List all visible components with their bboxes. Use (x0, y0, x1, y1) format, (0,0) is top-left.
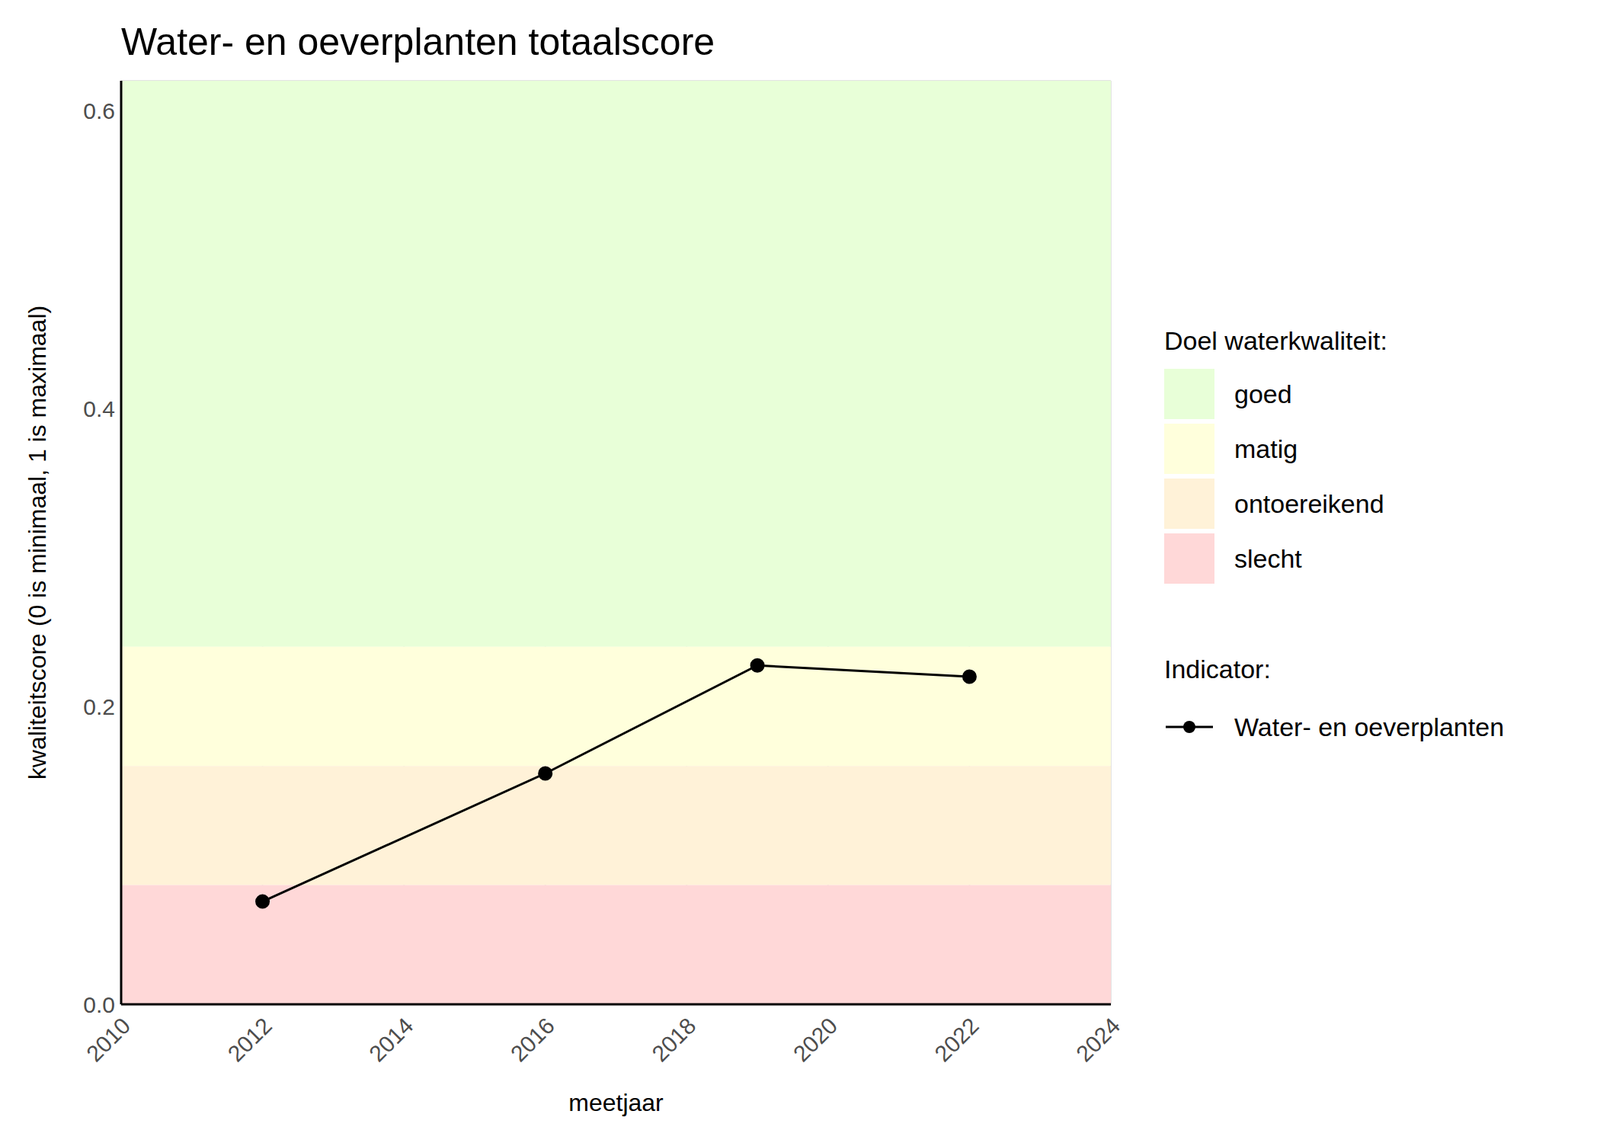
svg-text:2018: 2018 (646, 1012, 701, 1067)
html-text:Indicator:: Indicator: (1164, 654, 1271, 684)
svg-text:2012: 2012 (222, 1012, 277, 1067)
svg-text:0.4: 0.4 (83, 396, 116, 422)
html-text:Water- en oeverplanten: Water- en oeverplanten (1234, 712, 1504, 741)
svg-text:2024: 2024 (1071, 1012, 1126, 1067)
html-text:goed: goed (1234, 379, 1292, 408)
svg-text:2010: 2010 (81, 1012, 136, 1067)
html-text:Doel waterkwaliteit:: Doel waterkwaliteit: (1164, 326, 1388, 356)
html-text:slecht: slecht (1234, 543, 1302, 573)
svg-text:0.6: 0.6 (83, 98, 116, 124)
html-text:Water- en oeverplanten totaals: Water- en oeverplanten totaalscore (121, 20, 715, 64)
svg-text:0.2: 0.2 (83, 694, 116, 720)
svg-text:2014: 2014 (364, 1012, 419, 1067)
html-text:ontoereikend: ontoereikend (1234, 488, 1385, 518)
svg-text:2020: 2020 (788, 1012, 843, 1067)
svg-text:2016: 2016 (505, 1012, 560, 1067)
svg-text:0.0: 0.0 (83, 992, 116, 1018)
html-text:matig: matig (1234, 433, 1298, 463)
svg-text:kwaliteitscore (0 is minimaal,: kwaliteitscore (0 is minimaal, 1 is maxi… (23, 305, 52, 780)
svg-text:2022: 2022 (929, 1012, 984, 1067)
svg-text:meetjaar: meetjaar (568, 1088, 664, 1117)
